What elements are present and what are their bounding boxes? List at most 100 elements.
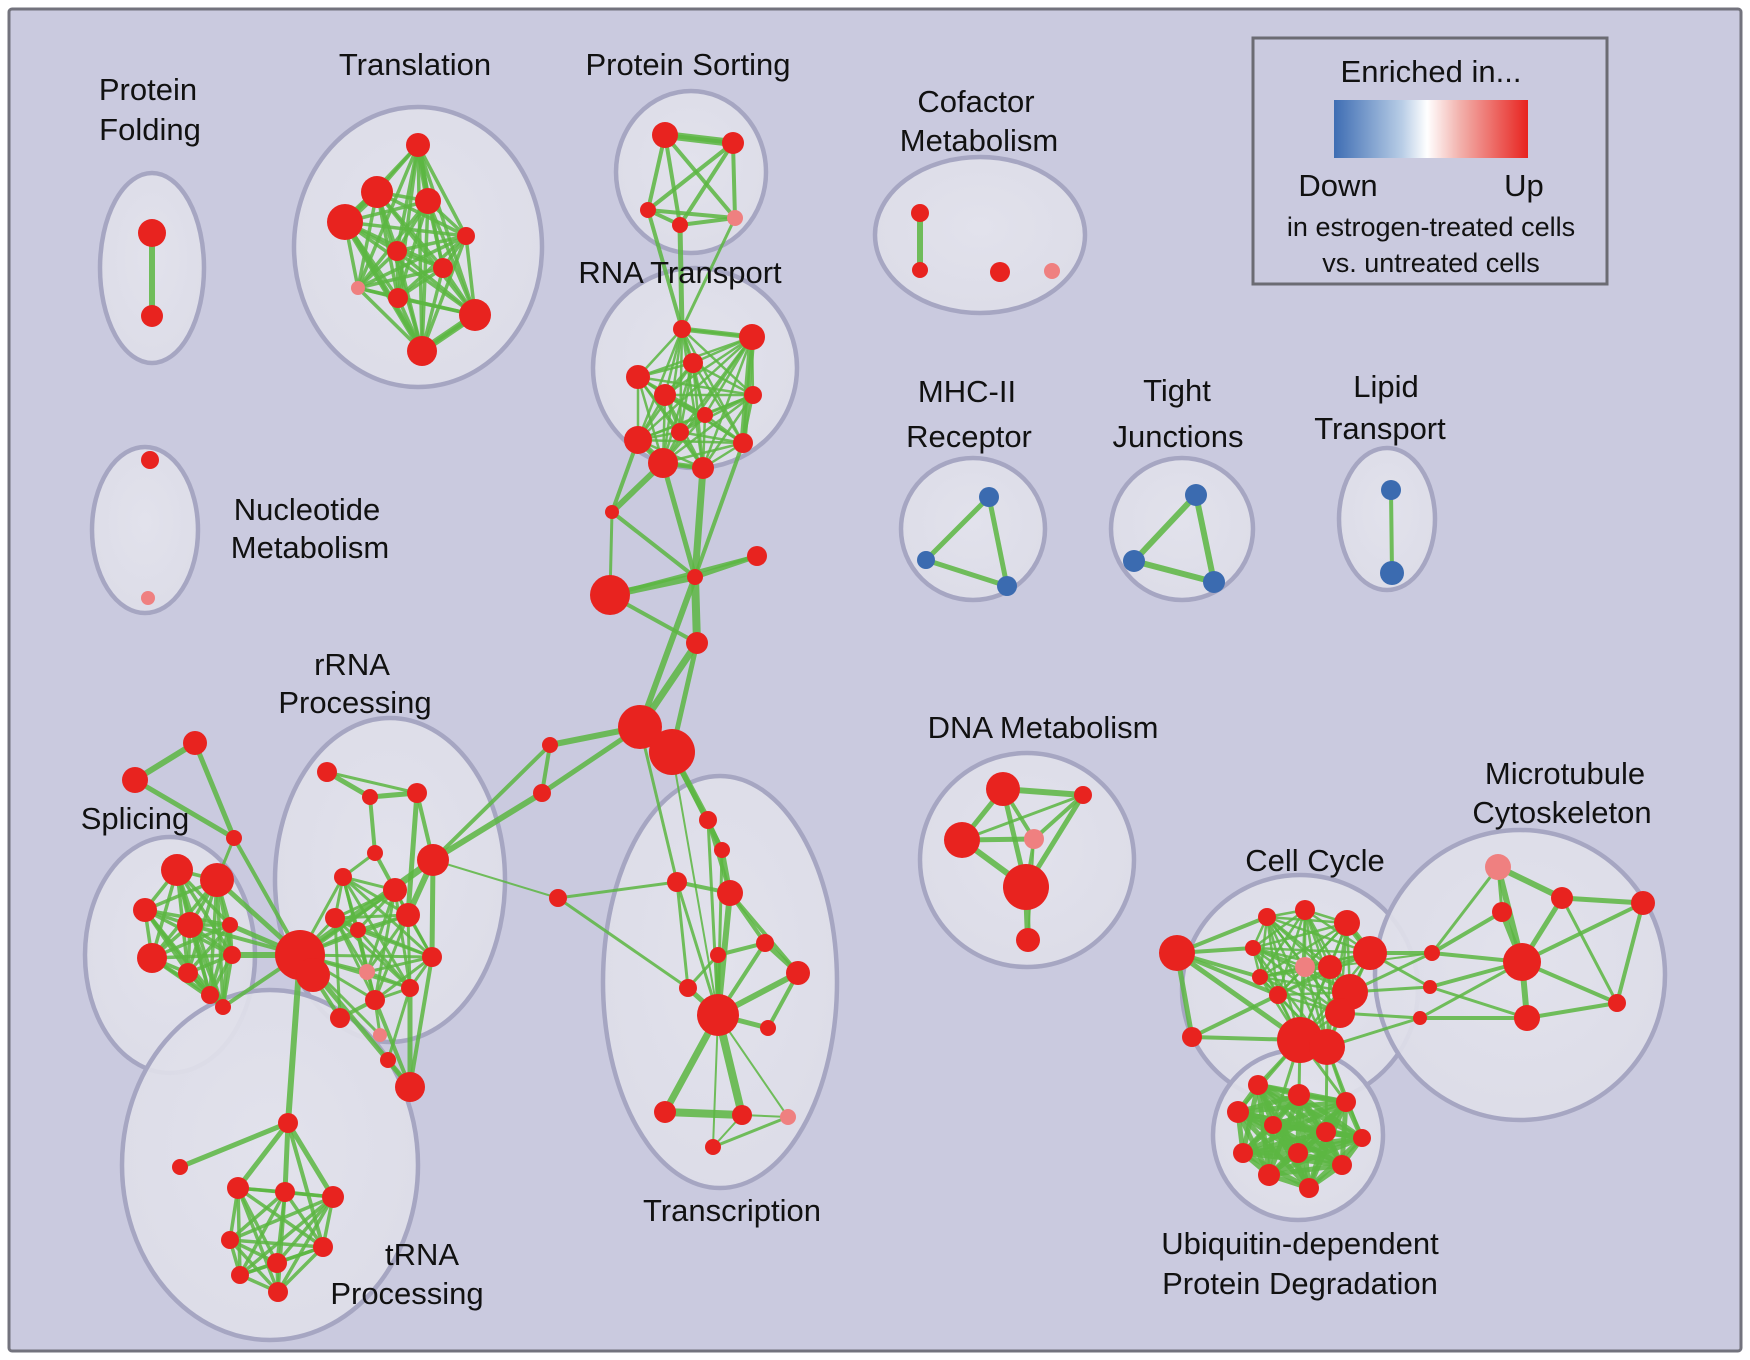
edge — [276, 1245, 325, 1294]
edge — [678, 141, 735, 227]
gene-set-node-rt10 — [648, 448, 678, 478]
gene-set-node-lt2 — [1380, 561, 1404, 585]
gene-set-node-t6 — [387, 241, 407, 261]
edge — [1032, 793, 1085, 841]
cluster-ellipse-cofactor-metabolism — [872, 154, 1088, 316]
gene-set-node-tj3 — [1203, 571, 1225, 593]
legend-subtitle-line1: in estrogen-treated cells — [1287, 212, 1575, 242]
edge — [1251, 921, 1349, 950]
cluster-ellipse-dna-metabolism — [917, 750, 1137, 970]
gene-set-node-s7 — [178, 963, 198, 983]
gene-set-node-tr13 — [780, 1109, 796, 1125]
edge — [228, 1238, 280, 1294]
gene-set-node-tr1 — [699, 811, 717, 829]
gene-set-node-rr16 — [395, 1072, 425, 1102]
gene-set-node-tr3 — [667, 872, 687, 892]
edge — [235, 1120, 291, 1191]
gene-set-node-cc5 — [1334, 910, 1360, 936]
cluster-label-cofactor-metabolism-line1: Cofactor — [917, 84, 1034, 119]
edge — [405, 790, 420, 918]
cluster-label-rrna-processing-line2: Processing — [278, 685, 431, 720]
gene-set-node-x3 — [1413, 1011, 1427, 1025]
gene-set-node-tr7 — [679, 979, 697, 997]
edge — [365, 888, 397, 974]
gene-set-node-mt6 — [1608, 994, 1626, 1012]
gene-set-node-pf2 — [141, 305, 163, 327]
gene-set-node-t2 — [361, 176, 393, 208]
legend-subtitle-line2: vs. untreated cells — [1322, 248, 1540, 278]
gene-set-node-ub9 — [1288, 1143, 1308, 1163]
edge — [637, 574, 698, 730]
edge — [646, 208, 684, 331]
gene-set-node-rr10 — [422, 947, 442, 967]
edge — [661, 361, 695, 465]
gene-set-node-c2 — [590, 575, 630, 615]
edge — [215, 878, 225, 1009]
gene-set-node-ub8 — [1233, 1143, 1253, 1163]
legend-gradient-bar — [1334, 100, 1528, 158]
edge — [1175, 951, 1280, 997]
cluster-label-microtubule-cytoskeleton-line1: Microtubule — [1485, 756, 1645, 791]
gene-set-node-cc11 — [1318, 955, 1342, 979]
gene-set-node-mt1 — [1485, 854, 1511, 880]
legend-down-label: Down — [1298, 168, 1377, 203]
gene-set-node-rt7 — [697, 407, 713, 423]
cluster-label-lipid-transport-line1: Lipid — [1353, 369, 1419, 404]
gene-set-node-tr11 — [654, 1101, 676, 1123]
gene-set-node-d5 — [1003, 864, 1049, 910]
gene-set-node-cf3 — [990, 262, 1010, 282]
edge — [1131, 492, 1199, 564]
gene-set-node-ub1 — [1248, 1075, 1268, 1095]
edge — [393, 888, 412, 990]
cluster-label-lipid-transport-line2: Transport — [1314, 411, 1446, 446]
cluster-label-microtubule-cytoskeleton-line2: Cytoskeleton — [1472, 795, 1651, 830]
edge — [680, 327, 755, 397]
gene-set-node-rt2 — [739, 324, 765, 350]
gene-set-node-tr10 — [760, 1020, 776, 1036]
gene-set-node-ub3 — [1336, 1092, 1356, 1112]
gene-set-node-ps5 — [727, 210, 743, 226]
gene-set-node-cc3 — [1258, 908, 1276, 926]
edge — [420, 234, 468, 353]
gene-set-node-mt3 — [1492, 902, 1512, 922]
gene-set-node-g1 — [183, 731, 207, 755]
gene-set-node-rt11 — [692, 457, 714, 479]
gene-set-node-nm2 — [141, 591, 155, 605]
edge — [416, 143, 468, 238]
edge — [1193, 492, 1217, 585]
gene-set-node-cc2 — [1182, 1027, 1202, 1047]
gene-set-node-c5 — [686, 632, 708, 654]
edge — [608, 554, 759, 597]
gene-set-node-rr2 — [362, 789, 378, 805]
gene-set-node-rt4 — [683, 353, 703, 373]
edge — [177, 1120, 291, 1170]
gene-set-node-ps2 — [722, 132, 744, 154]
edge — [343, 220, 477, 317]
edge — [680, 216, 737, 331]
gene-set-node-tj2 — [1123, 550, 1145, 572]
cluster-label-tight-junctions-line2: Junctions — [1113, 419, 1244, 454]
gene-set-node-rt5 — [654, 384, 676, 406]
gene-set-node-rt12 — [733, 433, 753, 453]
gene-set-node-t11 — [407, 336, 437, 366]
gene-set-node-x1 — [1424, 945, 1440, 961]
gene-set-node-d1 — [986, 772, 1020, 806]
cluster-ellipse-mhc-ii-receptor — [898, 455, 1048, 603]
edge — [356, 928, 434, 959]
gene-set-node-s1 — [161, 854, 193, 886]
edge — [680, 327, 705, 470]
edge — [395, 249, 477, 317]
gene-set-node-t9 — [388, 288, 408, 308]
cluster-label-dna-metabolism: DNA Metabolism — [928, 710, 1159, 745]
edge — [430, 790, 545, 863]
edge — [691, 361, 755, 397]
edge — [342, 219, 425, 354]
gene-set-node-tr8 — [786, 961, 810, 985]
edge — [192, 740, 237, 841]
gene-set-node-tn4 — [322, 1186, 344, 1208]
gene-set-node-tr5 — [756, 934, 774, 952]
cluster-label-rrna-processing-line1: rRNA — [314, 647, 390, 682]
gene-set-node-rr14 — [359, 964, 375, 980]
edge — [1428, 985, 1529, 1020]
